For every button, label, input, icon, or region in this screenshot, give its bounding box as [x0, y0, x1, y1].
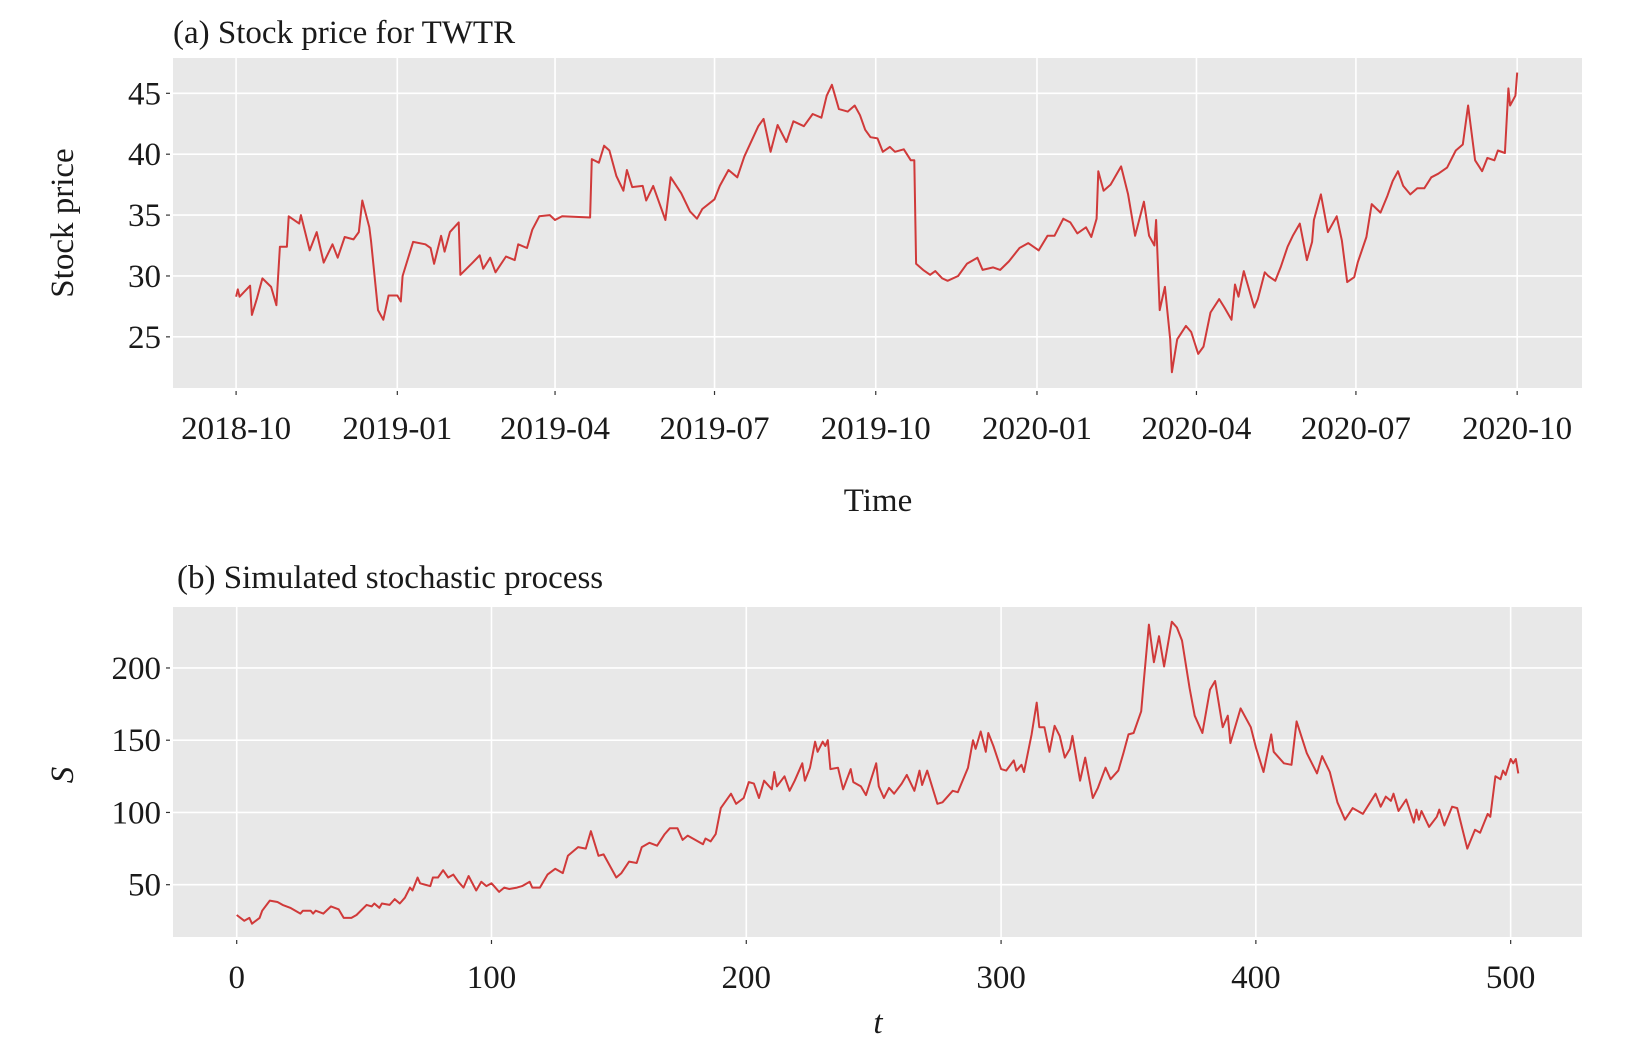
- panel-b-x-tick-label: 0: [228, 960, 245, 996]
- panel-b-x-axis: 0 100 200 300 400 500: [228, 940, 1535, 996]
- panel-a-y-tick-label: 40: [128, 137, 161, 173]
- panel-b-series: [236, 620, 1520, 925]
- panel-b-y-axis-label: S: [45, 767, 81, 784]
- panel-a-plot-area: [173, 58, 1582, 388]
- panel-a-x-tick-label: 2020-04: [1141, 411, 1251, 447]
- panel-b-x-tick-label: 300: [976, 960, 1026, 996]
- panel-b-y-axis: 50 100 150 200: [112, 651, 170, 904]
- panel-a-x-tick-label: 2018-10: [181, 411, 291, 447]
- panel-b-x-axis-label: t: [873, 1005, 883, 1041]
- panel-a-y-axis: 25 30 35 40 45: [128, 76, 170, 356]
- panel-a-x-tick-label: 2019-07: [660, 411, 770, 447]
- panel-a-gridlines: [173, 58, 1582, 388]
- panel-simulated-process: (b) Simulated stochastic process 0 100 200…: [45, 560, 1582, 1041]
- panel-a-title: (a) Stock price for TWTR: [173, 15, 515, 51]
- panel-a-y-tick-label: 25: [128, 320, 161, 356]
- panel-b-gridlines: [173, 607, 1582, 937]
- panel-a-y-tick-label: 35: [128, 198, 161, 234]
- panel-b-x-tick-label: 400: [1231, 960, 1281, 996]
- panel-b-x-tick-label: 200: [722, 960, 772, 996]
- panel-b-x-tick-label: 500: [1486, 960, 1536, 996]
- panel-b-x-tick-label: 100: [467, 960, 517, 996]
- panel-a-x-tick-label: 2020-07: [1301, 411, 1411, 447]
- panel-a-y-tick-label: 30: [128, 259, 161, 295]
- panel-a-x-axis: 2018-10 2019-01 2019-04 2019-07 2019-10 2020-…: [181, 391, 1572, 447]
- panel-a-x-axis-label: Time: [844, 483, 912, 519]
- panel-a-x-tick-label: 2020-10: [1462, 411, 1572, 447]
- panel-a-series: [235, 72, 1519, 374]
- panel-b-y-tick-label: 100: [112, 795, 162, 831]
- panel-stock-price: (a) Stock price for TWTR 2018-10 2019-01 2…: [45, 15, 1582, 519]
- panel-a-y-axis-label: Stock price: [45, 148, 81, 297]
- panel-b-y-tick-label: 50: [128, 868, 161, 904]
- panel-b-y-tick-label: 150: [112, 723, 162, 759]
- panel-b-series-line: [236, 620, 1520, 925]
- panel-b-y-tick-label: 200: [112, 651, 162, 687]
- panel-b-title: (b) Simulated stochastic process: [177, 560, 603, 596]
- panel-a-x-tick-label: 2019-01: [342, 411, 452, 447]
- panel-a-series-line: [235, 72, 1519, 374]
- panel-a-x-tick-label: 2020-01: [982, 411, 1092, 447]
- panel-a-x-tick-label: 2019-04: [500, 411, 610, 447]
- panel-a-x-tick-label: 2019-10: [821, 411, 931, 447]
- panel-a-y-tick-label: 45: [128, 76, 161, 112]
